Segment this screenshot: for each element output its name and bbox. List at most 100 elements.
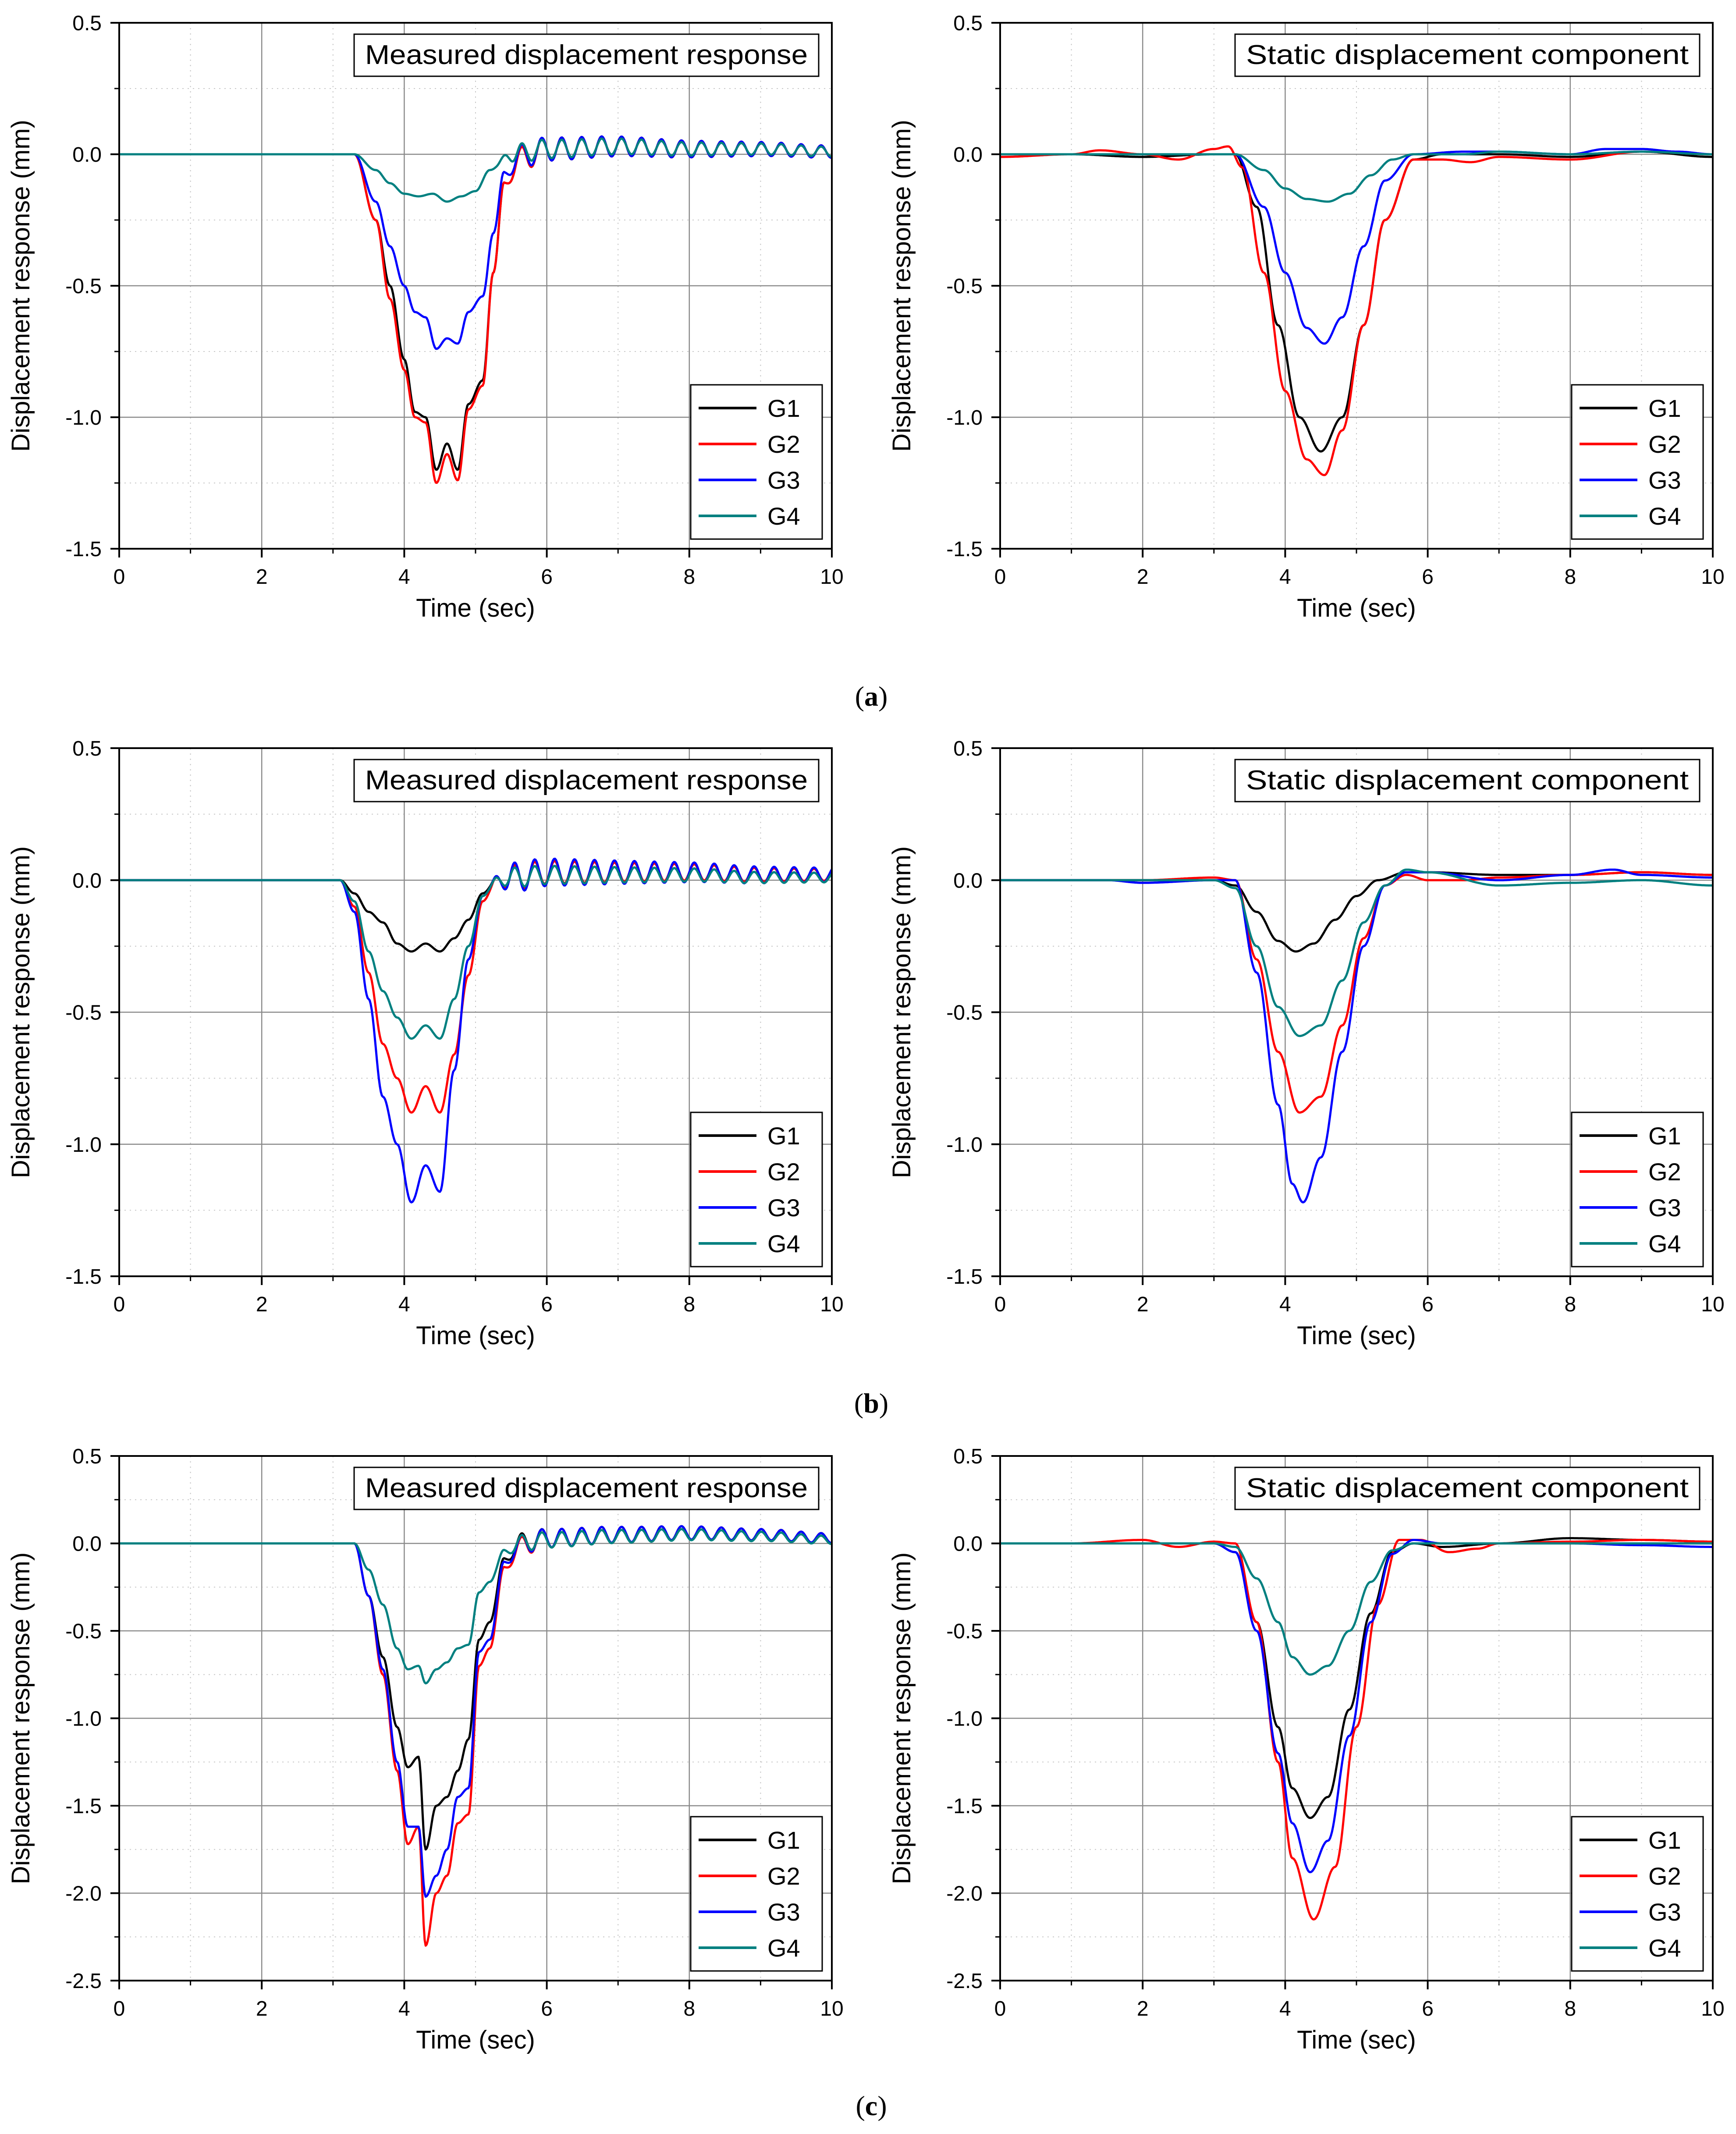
x-tick-label: 8 xyxy=(1564,1293,1576,1316)
y-tick-label: -0.5 xyxy=(946,275,983,298)
x-tick-label: 0 xyxy=(114,565,125,589)
series-group xyxy=(1000,1537,1713,1921)
legend-label-g3: G3 xyxy=(1648,466,1681,494)
legend-box xyxy=(1571,384,1704,540)
y-tick-label: -1.0 xyxy=(65,1708,102,1731)
x-tick-label: 2 xyxy=(256,1997,268,2020)
legend-label-g2: G2 xyxy=(767,1158,800,1186)
x-tick-label: 0 xyxy=(994,1293,1006,1316)
y-tick-label: -1.0 xyxy=(946,406,983,430)
series-line-g4 xyxy=(119,1528,832,1685)
legend-label-g4: G4 xyxy=(1648,1230,1681,1257)
x-tick-label: 10 xyxy=(1701,565,1724,589)
legend-box xyxy=(690,1111,823,1268)
chart-title-box xyxy=(353,1466,820,1510)
legend-label-g2: G2 xyxy=(1648,1862,1681,1890)
legend-label-g3: G3 xyxy=(767,466,800,494)
y-tick-label: -0.5 xyxy=(946,1001,983,1025)
x-tick-label: 2 xyxy=(256,565,268,589)
y-axis-label: Displacement response (mm) xyxy=(888,846,916,1178)
chart-title: Static displacement component xyxy=(1246,40,1689,70)
x-tick-label: 6 xyxy=(541,1293,553,1316)
y-tick-label: -1.5 xyxy=(946,1265,983,1289)
row-label-a-letter: a xyxy=(864,681,878,712)
y-axis-label: Displacement response (mm) xyxy=(7,846,35,1178)
x-tick-label: 8 xyxy=(683,1997,695,2020)
y-axis-label: Displacement response (mm) xyxy=(7,120,35,451)
series-group xyxy=(1000,145,1713,476)
x-tick-label: 6 xyxy=(541,565,553,589)
series-line-g2 xyxy=(1000,1539,1713,1921)
series-line-g2 xyxy=(1000,145,1713,476)
y-tick-label: -1.0 xyxy=(946,1708,983,1731)
legend-label-g4: G4 xyxy=(767,1934,800,1962)
legend-box xyxy=(1571,1111,1704,1268)
series-line-g4 xyxy=(1000,150,1713,203)
chart-c-static: 0 2 4 6 8 10 -2.5 -2.0 -1.5 -1.0 -0.5 0.0 0.5 Time (s… xyxy=(888,1445,1725,2054)
x-axis-label: Time (sec) xyxy=(416,594,535,622)
x-tick-label: 10 xyxy=(1701,1293,1724,1316)
y-tick-label: -1.0 xyxy=(946,1133,983,1157)
y-tick-label: -2.0 xyxy=(946,1882,983,1906)
legend-label-g3: G3 xyxy=(1648,1194,1681,1221)
y-tick-label: -1.5 xyxy=(946,1795,983,1818)
x-tick-label: 8 xyxy=(1564,1997,1576,2020)
row-label-c-close: ) xyxy=(877,2090,887,2121)
y-axis-label: Displacement response (mm) xyxy=(888,120,916,451)
legend-label-g3: G3 xyxy=(767,1194,800,1221)
y-tick-label: -1.0 xyxy=(65,1133,102,1157)
y-axis-label: Displacement response (mm) xyxy=(888,1552,916,1884)
y-tick-label: 0.0 xyxy=(72,869,102,892)
y-axis-label: Displacement response (mm) xyxy=(7,1552,35,1884)
legend-label-g3: G3 xyxy=(767,1898,800,1926)
legend-box xyxy=(690,1816,823,1972)
y-tick-label: -1.0 xyxy=(65,406,102,430)
x-tick-label: 6 xyxy=(1422,1997,1434,2020)
series-line-g4 xyxy=(119,137,832,203)
chart-a-static: 0 2 4 6 8 10 -1.5 -1.0 -0.5 0.0 0.5 Time (sec) Displ… xyxy=(888,12,1725,622)
y-tick-label: -1.5 xyxy=(65,538,102,561)
legend-label-g4: G4 xyxy=(1648,502,1681,530)
chart-title-box xyxy=(1234,759,1700,802)
x-tick-label: 8 xyxy=(683,1293,695,1316)
legend-label-g2: G2 xyxy=(767,430,800,458)
chart-title-box xyxy=(353,33,820,77)
series-line-g4 xyxy=(119,865,832,1040)
row-label-c-letter: c xyxy=(865,2090,878,2121)
chart-title: Measured displacement response xyxy=(365,40,808,70)
row-label-a-close: ) xyxy=(878,681,888,712)
y-tick-label: -2.5 xyxy=(65,1970,102,1993)
x-tick-label: 0 xyxy=(114,1997,125,2020)
row-label-b-letter: b xyxy=(863,1388,879,1419)
y-tick-label: -1.5 xyxy=(65,1265,102,1289)
legend-label-g1: G1 xyxy=(1648,1826,1681,1854)
x-tick-label: 4 xyxy=(1279,1997,1291,2020)
chart-c-measured: 0 2 4 6 8 10 -2.5 -2.0 -1.5 -1.0 -0.5 0.0 0.5 Time (s… xyxy=(7,1445,844,2054)
chart-a-measured: 0 2 4 6 8 10 -1.5 -1.0 -0.5 0.0 0.5 Time (sec) Displ… xyxy=(7,12,844,622)
x-tick-label: 6 xyxy=(1422,1293,1434,1316)
x-axis-label: Time (sec) xyxy=(416,1321,535,1350)
y-tick-label: 0.5 xyxy=(953,737,983,760)
chart-title: Measured displacement response xyxy=(365,1473,808,1503)
x-axis-label: Time (sec) xyxy=(1297,2026,1416,2054)
x-axis-label: Time (sec) xyxy=(1297,594,1416,622)
y-tick-label: 0.5 xyxy=(953,12,983,35)
row-label-b-close: ) xyxy=(879,1388,889,1419)
x-tick-label: 4 xyxy=(1279,565,1291,589)
legend-label-g1: G1 xyxy=(767,1122,800,1150)
row-label-a: (a) xyxy=(827,680,915,713)
legend-label-g2: G2 xyxy=(767,1862,800,1890)
y-tick-label: 0.0 xyxy=(953,143,983,167)
x-tick-label: 4 xyxy=(398,1997,410,2020)
y-tick-label: -2.0 xyxy=(65,1882,102,1906)
chart-title-box xyxy=(1234,1466,1700,1510)
x-tick-label: 6 xyxy=(1422,565,1434,589)
y-tick-label: 0.5 xyxy=(72,12,102,35)
x-tick-label: 8 xyxy=(683,565,695,589)
x-tick-label: 2 xyxy=(1137,1293,1149,1316)
legend-label-g1: G1 xyxy=(767,394,800,422)
series-group xyxy=(119,135,832,484)
y-tick-label: -2.5 xyxy=(946,1970,983,1993)
legend-label-g4: G4 xyxy=(767,1230,800,1257)
